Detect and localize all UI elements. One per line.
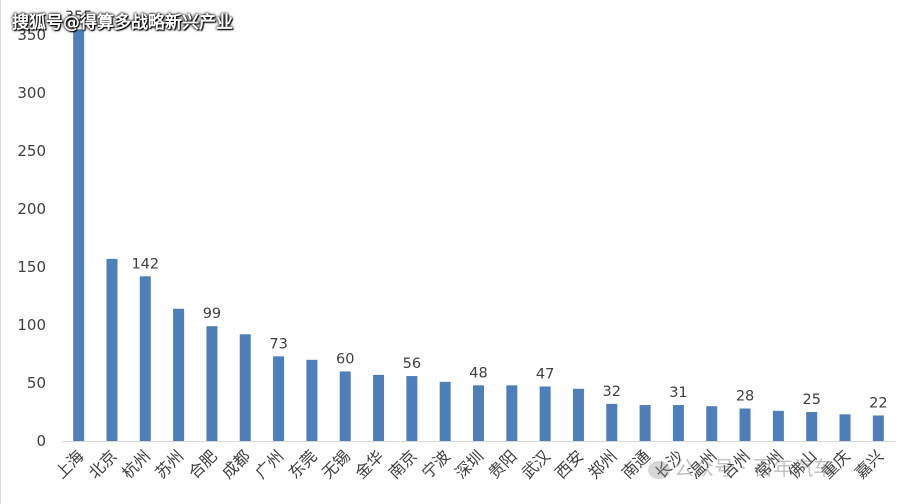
y-axis: 0 50 100 150 200 250 300 350	[17, 26, 46, 450]
data-label: 47	[536, 366, 554, 382]
y-tick-label: 0	[36, 432, 46, 450]
x-tick-label: 深圳	[451, 446, 487, 482]
x-tick-label: 北京	[85, 446, 121, 482]
bar	[806, 412, 818, 441]
x-tick-label: 广州	[251, 446, 287, 482]
data-label: 25	[802, 392, 820, 408]
bar	[572, 388, 584, 441]
watermark-bottom-text: 公众号 · 百年汽车	[674, 456, 834, 480]
x-tick-label: 南京	[385, 446, 421, 482]
data-label: 32	[603, 384, 621, 400]
y-tick-label: 350	[17, 26, 46, 44]
x-tick-label: 郑州	[585, 446, 621, 482]
sheet-left-border	[0, 0, 1, 504]
bar	[139, 276, 151, 441]
bar	[439, 381, 451, 441]
y-tick-label: 100	[17, 316, 46, 334]
bar	[772, 410, 784, 441]
wechat-icon	[648, 460, 670, 479]
bar	[506, 385, 518, 441]
bar	[273, 356, 285, 441]
data-label: 48	[469, 365, 487, 381]
bar	[672, 405, 684, 441]
data-label: 99	[203, 306, 221, 322]
x-tick-label: 合肥	[185, 446, 221, 482]
y-tick-label: 250	[17, 142, 46, 160]
y-tick-label: 200	[17, 200, 46, 218]
x-tick-label: 上海	[51, 446, 87, 482]
data-labels: 355 142 99 73 60 56 48 47 32 31 28 25 22	[65, 9, 888, 411]
bar	[706, 406, 718, 441]
bar	[306, 359, 318, 441]
x-tick-label: 嘉兴	[851, 446, 887, 482]
bar	[339, 371, 351, 441]
data-label: 355	[65, 9, 93, 25]
bar	[239, 334, 251, 441]
data-label: 56	[403, 356, 421, 372]
x-tick-label: 苏州	[151, 446, 187, 482]
data-label: 31	[669, 385, 687, 401]
data-label: 22	[869, 395, 887, 411]
bar	[739, 408, 751, 441]
x-tick-label: 东莞	[285, 446, 321, 482]
data-label: 28	[736, 389, 754, 405]
bar	[173, 308, 185, 441]
y-tick-label: 50	[27, 374, 46, 392]
bar	[106, 258, 118, 441]
bar	[406, 376, 418, 441]
bar	[872, 415, 884, 441]
x-tick-label: 武汉	[518, 446, 554, 482]
y-tick-label: 300	[17, 84, 46, 102]
data-label: 60	[336, 351, 354, 367]
bar	[606, 403, 618, 441]
x-tick-label: 无锡	[318, 446, 354, 482]
x-tick-label: 金华	[351, 446, 387, 482]
x-tick-label: 宁波	[418, 446, 454, 482]
watermark-bottom: 公众号 · 百年汽车	[648, 452, 833, 481]
data-label: 142	[131, 256, 159, 272]
bar-series	[73, 29, 884, 441]
bar	[639, 405, 651, 441]
x-tick-label: 贵阳	[485, 446, 521, 482]
data-label: 73	[269, 336, 287, 352]
bar	[839, 414, 851, 441]
x-tick-label: 成都	[218, 446, 254, 482]
x-tick-label: 杭州	[118, 446, 154, 482]
bar	[473, 385, 484, 441]
y-tick-label: 150	[17, 258, 46, 276]
bar	[539, 386, 551, 441]
bar	[373, 374, 385, 441]
bar	[73, 29, 85, 441]
watermark-top: 搜狐号@得算多战略新兴产业	[12, 13, 233, 33]
bar	[206, 326, 218, 441]
x-tick-label: 西安	[551, 446, 587, 482]
